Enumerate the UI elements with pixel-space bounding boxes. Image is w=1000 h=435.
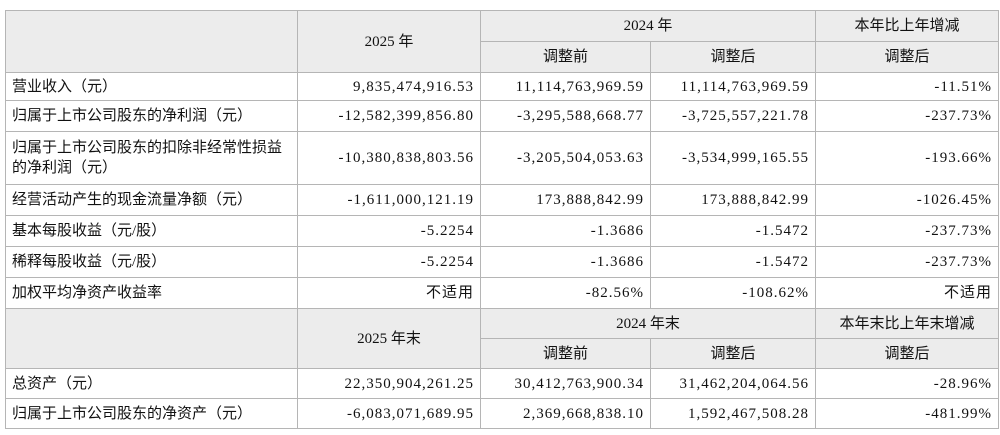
value-cell: -1.3686 [480,215,651,247]
header-sub: 调整前 [480,338,651,369]
row-label: 归属于上市公司股东的净资产（元） [5,398,298,429]
value-cell: -481.99% [815,398,1000,429]
value-cell: 9,835,474,916.53 [297,72,481,101]
value-cell: -6,083,071,689.95 [297,398,481,429]
header-sub: 调整后 [649,338,817,369]
value-cell: -11.51% [815,72,1000,101]
row-label: 稀释每股收益（元/股） [5,246,298,278]
header-sub: 调整后 [815,41,1000,73]
value-cell: 2,369,668,838.10 [480,398,651,429]
header-year: 2025 年 [297,10,481,73]
value-cell: 173,888,842.99 [480,184,651,216]
value-cell: -3,534,999,165.55 [649,131,817,185]
row-label: 归属于上市公司股东的净利润（元） [5,100,298,132]
value-cell: -237.73% [815,246,1000,278]
header-group: 2024 年 [479,10,817,42]
value-cell: 22,350,904,261.25 [297,368,481,399]
value-cell: -1,611,000,121.19 [297,184,481,216]
row-label: 经营活动产生的现金流量净额（元） [5,184,298,216]
value-cell: -5.2254 [297,215,481,247]
value-cell: -193.66% [815,131,1000,185]
header-change: 本年比上年增减 [815,10,1000,42]
header-sub: 调整前 [480,41,651,73]
value-cell: -10,380,838,803.56 [297,131,481,185]
value-cell: -3,295,588,668.77 [480,100,651,132]
value-cell: -1.5472 [649,246,817,278]
value-cell: -1026.45% [815,184,1000,216]
value-cell: -237.73% [815,215,1000,247]
header-sub: 调整后 [815,338,1000,369]
header-blank [5,10,298,73]
value-cell: -5.2254 [297,246,481,278]
value-cell: 30,412,763,900.34 [480,368,651,399]
value-cell: -237.73% [815,100,1000,132]
row-label: 总资产（元） [5,368,298,399]
header-year: 2025 年末 [297,308,481,369]
header-change: 本年末比上年末增减 [815,308,1000,339]
value-cell: 不适用 [815,277,1000,309]
value-cell: 不适用 [297,277,481,309]
financial-table: 2025 年 2024 年本年比上年增减 调整前 调整后 调整后 营业收入（元） 9,835… [5,10,1000,429]
value-cell: 173,888,842.99 [649,184,817,216]
value-cell: -28.96% [815,368,1000,399]
value-cell: 11,114,763,969.59 [649,72,817,101]
value-cell: -1.5472 [649,215,817,247]
row-label: 归属于上市公司股东的扣除非经常性损益的净利润（元） [5,131,298,185]
value-cell: 11,114,763,969.59 [480,72,651,101]
row-label: 加权平均净资产收益率 [5,277,298,309]
value-cell: 1,592,467,508.28 [649,398,817,429]
value-cell: -3,725,557,221.78 [649,100,817,132]
header-group: 2024 年末 [479,308,817,339]
row-label: 基本每股收益（元/股） [5,215,298,247]
value-cell: -82.56% [480,277,651,309]
value-cell: -108.62% [649,277,817,309]
value-cell: 31,462,204,064.56 [649,368,817,399]
value-cell: -1.3686 [480,246,651,278]
row-label: 营业收入（元） [5,72,298,101]
value-cell: -12,582,399,856.80 [297,100,481,132]
header-blank [5,308,298,369]
value-cell: -3,205,504,053.63 [480,131,651,185]
header-sub: 调整后 [649,41,817,73]
